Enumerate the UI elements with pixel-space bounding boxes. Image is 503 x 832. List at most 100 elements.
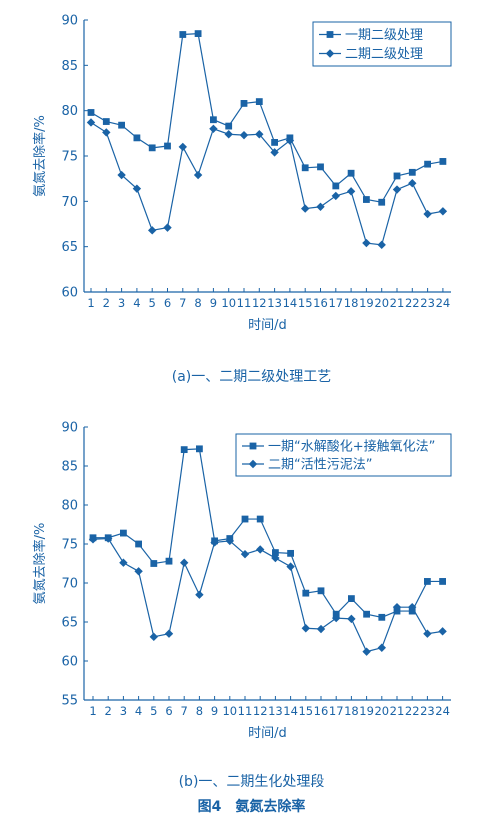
chart-a-series-2-point bbox=[331, 191, 340, 201]
chart-b-series-2-point bbox=[210, 538, 219, 547]
chart-b-x-tick-label: 12 bbox=[253, 704, 268, 718]
chart-b-legend-label: 一期“水解酸化+接触氧化法” bbox=[268, 439, 435, 455]
chart-a-x-tick-label: 2 bbox=[103, 296, 110, 310]
chart-b-series-2-point bbox=[332, 613, 341, 623]
chart-b-series-2-point bbox=[180, 558, 189, 567]
chart-a-legend-marker-square bbox=[326, 31, 334, 38]
chart-a-legend-label: 一期二级处理 bbox=[345, 28, 423, 43]
chart-a-legend-box bbox=[312, 21, 452, 67]
chart-b-x-tick-label: 15 bbox=[298, 704, 313, 718]
chart-a-legend-label: 二期二级处理 bbox=[345, 47, 423, 62]
chart-a-series-1-point bbox=[317, 163, 324, 171]
chart-b-x-tick-label: 3 bbox=[120, 704, 127, 718]
chart-b-y-tick-label: 70 bbox=[61, 577, 78, 592]
chart-a-series-1-point bbox=[424, 160, 431, 168]
chart-b-series-1-point bbox=[135, 540, 142, 548]
chart-b-series-2-point bbox=[438, 627, 447, 636]
chart-a-series-1-point bbox=[87, 109, 95, 116]
chart-b-legend-box bbox=[235, 433, 452, 477]
chart-b-x-tick-label: 7 bbox=[181, 704, 188, 718]
chart-a-series-1-point bbox=[378, 198, 386, 206]
chart-a-series-1-point bbox=[393, 172, 401, 180]
chart-a-y-tick-label: 80 bbox=[61, 104, 78, 119]
chart-b-series-1-point bbox=[317, 587, 325, 595]
chart-a-y-tick-label: 60 bbox=[61, 286, 78, 301]
chart-a-series-2-point bbox=[209, 124, 218, 133]
chart-a-x-tick-label: 1 bbox=[87, 296, 94, 310]
chart-b-series-2-point bbox=[392, 602, 402, 612]
chart-b-series-2-point bbox=[240, 549, 250, 559]
chart-a-series-2-point bbox=[408, 179, 417, 188]
chart-a-series-1-point bbox=[332, 182, 340, 190]
chart-a-series-2-point bbox=[178, 142, 187, 152]
chart-a-x-tick-label: 19 bbox=[359, 296, 374, 310]
chart-a-x-tick-label: 4 bbox=[133, 296, 140, 310]
chart-b-series-1-point bbox=[256, 515, 264, 523]
chart-a-series-2-point bbox=[132, 184, 142, 193]
chart-b-series-1-point bbox=[302, 589, 310, 597]
chart-a-y-axis-label: 氨氮去除率/% bbox=[32, 115, 48, 197]
chart-b-y-tick-label: 60 bbox=[61, 655, 78, 670]
chart-b-series-1-point bbox=[363, 610, 370, 618]
chart-a-series-2-point bbox=[117, 170, 126, 180]
chart-b-series-2-point bbox=[408, 602, 417, 612]
chart-b-y-tick-label: 85 bbox=[61, 460, 78, 475]
chart-b-x-tick-label: 5 bbox=[150, 704, 157, 718]
chart-a-series-2-point bbox=[301, 204, 310, 213]
chart-b-legend-marker-diamond bbox=[248, 459, 258, 469]
chart-b-x-tick-label: 21 bbox=[390, 704, 405, 718]
chart-a-x-tick-label: 14 bbox=[283, 296, 298, 310]
chart-a-y-tick-label: 90 bbox=[61, 14, 78, 29]
chart-a-series-2-point bbox=[270, 148, 279, 157]
chart-a-x-tick-label: 20 bbox=[374, 296, 389, 310]
chart-b-y-tick-label: 80 bbox=[61, 499, 78, 514]
chart-a-legend-marker-diamond bbox=[325, 49, 335, 58]
chart-b-x-tick-label: 2 bbox=[105, 704, 112, 718]
chart-b-series-2-point bbox=[195, 590, 204, 599]
chart-a-series-2-point bbox=[255, 130, 264, 139]
chart-b-series-2-point bbox=[225, 536, 234, 546]
chart-a-series-1-point bbox=[408, 168, 416, 176]
chart-a-caption: (a)一、二期二级处理工艺 bbox=[171, 369, 332, 385]
chart-a-series-2-point bbox=[224, 130, 233, 139]
chart-b-legend-label: 二期“活性污泥法” bbox=[268, 458, 372, 473]
chart-a-series-1-point bbox=[240, 100, 248, 107]
chart-a-series-2-line bbox=[90, 121, 444, 246]
chart-a-series-2-point bbox=[285, 136, 295, 145]
chart-b-x-tick-label: 17 bbox=[329, 704, 344, 718]
chart-a-x-tick-label: 21 bbox=[390, 296, 405, 310]
chart-b-x-tick-label: 10 bbox=[222, 704, 237, 718]
chart-b-series-1-point bbox=[424, 578, 431, 585]
chart-a-x-tick-label: 13 bbox=[267, 296, 282, 310]
chart-b-x-tick-label: 18 bbox=[344, 704, 359, 718]
chart-a-series-2-point bbox=[86, 118, 96, 127]
chart-b-series-1-point bbox=[287, 549, 294, 557]
chart-b-x-tick-label: 19 bbox=[359, 704, 374, 718]
chart-b-x-tick-label: 1 bbox=[89, 704, 96, 718]
chart-b-series-2-point bbox=[362, 647, 371, 656]
chart-b-x-tick-label: 11 bbox=[238, 704, 253, 718]
chart-b-y-tick-label: 65 bbox=[61, 616, 78, 631]
chart-b-series-2-point bbox=[316, 624, 326, 634]
chart-a-series-2-point bbox=[362, 238, 371, 248]
chart-b-x-tick-label: 16 bbox=[314, 704, 329, 718]
chart-b-series-2-point bbox=[301, 624, 310, 633]
chart-a-series-2-point bbox=[148, 226, 157, 235]
chart-b-series-2-point bbox=[286, 562, 295, 571]
chart-a-x-tick-label: 3 bbox=[118, 296, 125, 310]
chart-b-series-2-point bbox=[423, 629, 432, 638]
chart-a-series-1-point bbox=[225, 122, 233, 130]
chart-b-x-tick-label: 9 bbox=[211, 704, 218, 718]
chart-b-series-2-point bbox=[88, 535, 98, 544]
chart-a-series-2-point bbox=[102, 128, 111, 137]
chart-b-x-tick-label: 4 bbox=[135, 704, 142, 718]
chart-b-series-1-point bbox=[272, 549, 279, 556]
chart-b-series-2-point bbox=[256, 545, 265, 554]
chart-b-x-tick-label: 13 bbox=[268, 704, 283, 718]
chart-a-x-tick-label: 8 bbox=[194, 296, 201, 310]
chart-b-y-axis-label: 氨氮去除率/% bbox=[32, 523, 48, 605]
chart-a-series-2-point bbox=[346, 187, 356, 196]
chart-b-series-2-point bbox=[119, 558, 128, 567]
chart-b-series-2-point bbox=[104, 534, 113, 543]
